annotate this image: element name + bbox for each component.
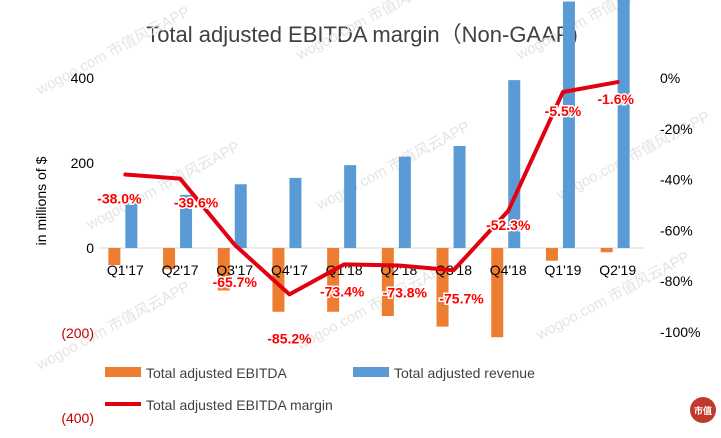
- y-tick-label: 200: [71, 155, 95, 171]
- margin-data-label: -5.5%: [545, 103, 582, 119]
- margin-data-label: -52.3%: [486, 217, 531, 233]
- x-tick-label: Q1'19: [544, 262, 581, 278]
- revenue-bar: [617, 0, 630, 248]
- ebitda-bar: [108, 248, 121, 265]
- margin-data-label: -75.7%: [439, 290, 484, 306]
- x-tick-label: Q2'19: [599, 262, 636, 278]
- watermark-text: wogoo.com 市值风云APP: [313, 118, 473, 214]
- legend-label-ebitda: Total adjusted EBITDA: [146, 365, 288, 381]
- y2-tick-label: -80%: [660, 273, 693, 289]
- ebitda-bar: [217, 248, 230, 291]
- revenue-bar: [398, 156, 411, 248]
- legend-swatch-ebitda: [105, 367, 141, 377]
- watermark-text: wogoo.com 市值风云APP: [33, 3, 193, 99]
- y-tick-label: (400): [61, 410, 94, 426]
- margin-data-label: -1.6%: [597, 91, 634, 107]
- watermark-text: wogoo.com 市值风云APP: [33, 278, 193, 374]
- revenue-bar: [562, 1, 575, 248]
- ebitda-bar: [327, 248, 340, 312]
- margin-data-label: -39.6%: [174, 195, 219, 211]
- revenue-bar: [344, 165, 357, 248]
- legend-label-revenue: Total adjusted revenue: [394, 365, 535, 381]
- margin-data-label: -85.2%: [267, 330, 312, 346]
- y-axis-label: in millions of $: [33, 156, 49, 245]
- y-tick-label: (200): [61, 325, 94, 341]
- margin-data-label: -65.7%: [213, 274, 258, 290]
- y-axis-ticks: (400)(200)0200400600800: [61, 0, 94, 426]
- brand-logo: 市值: [690, 397, 716, 423]
- revenue-bar: [289, 177, 302, 248]
- x-tick-label: Q1'17: [107, 262, 144, 278]
- ebitda-bar: [272, 248, 285, 312]
- y2-tick-label: 0%: [660, 70, 680, 86]
- ebitda-bar: [600, 248, 613, 253]
- logo-circle: [690, 397, 716, 423]
- margin-line-layer: -38.0% -39.6% -65.7% -85.2% -73.4% -73.8% -75.…: [96, 80, 636, 348]
- x-tick-label: Q4'17: [271, 262, 308, 278]
- y2-tick-label: -40%: [660, 172, 693, 188]
- y-tick-label: 400: [71, 70, 95, 86]
- legend: Total adjusted EBITDA Total adjusted reve…: [105, 365, 535, 413]
- chart-title: Total adjusted EBITDA margin（Non-GAAP): [146, 22, 578, 47]
- y2-tick-label: -20%: [660, 121, 693, 137]
- legend-swatch-revenue: [353, 367, 389, 377]
- x-tick-label: Q3'17: [216, 262, 253, 278]
- watermark-layer: wogoo.com 市值风云APP wogoo.com 市值风云APP wogoo.…: [33, 0, 713, 374]
- y2-tick-label: -60%: [660, 222, 693, 238]
- legend-label-margin: Total adjusted EBITDA margin: [146, 397, 333, 413]
- ebitda-bar: [491, 248, 504, 338]
- x-tick-label: Q2'17: [162, 262, 199, 278]
- watermark-text: wogoo.com 市值风云APP: [83, 138, 243, 234]
- y-tick-label: 600: [71, 0, 95, 1]
- y-tick-label: 0: [86, 240, 94, 256]
- y2-tick-label: -100%: [660, 324, 700, 340]
- margin-data-label: -73.8%: [383, 284, 428, 300]
- margin-line: [123, 80, 620, 297]
- ebitda-bar: [163, 248, 176, 270]
- x-tick-label: Q4'18: [490, 262, 527, 278]
- ebitda-bar: [545, 248, 558, 261]
- watermark-text: wogoo.com 市值风云APP: [293, 258, 453, 354]
- ebitda-bar: [381, 248, 394, 316]
- revenue-bar: [125, 203, 138, 248]
- margin-data-label: -73.4%: [320, 283, 365, 299]
- margin-data-label: -38.0%: [97, 191, 142, 207]
- logo-text: 市值: [694, 405, 712, 416]
- revenue-bar: [453, 146, 466, 248]
- revenue-bar: [234, 184, 247, 248]
- y2-axis-ticks: 0% -20% -40% -60% -80% -100%: [660, 70, 700, 340]
- ebitda-bar: [436, 248, 449, 327]
- revenue-bar: [180, 194, 193, 248]
